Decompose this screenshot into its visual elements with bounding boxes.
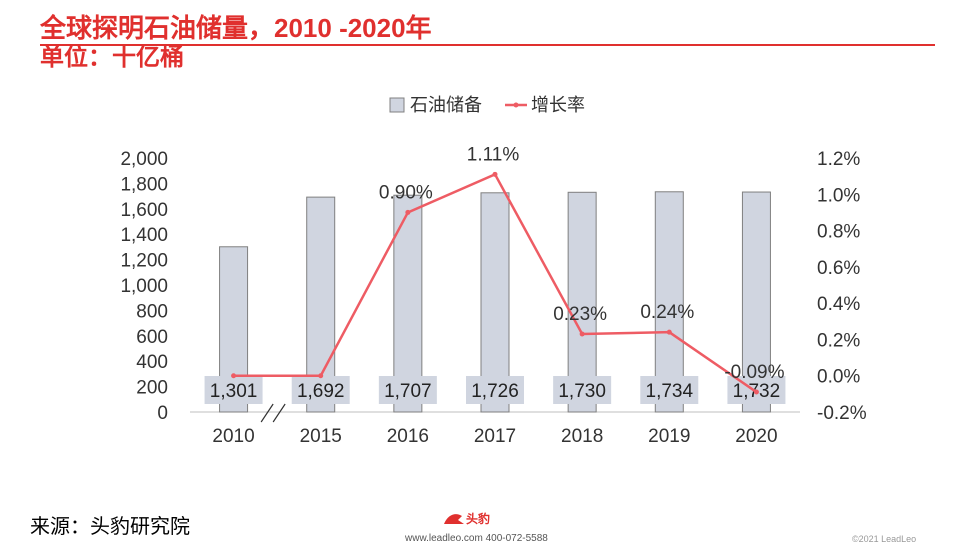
line-point — [492, 171, 498, 177]
legend-label-line: 增长率 — [531, 95, 585, 115]
bar-label-box — [378, 376, 437, 404]
contact-info: www.leadleo.com 400-072-5588 — [405, 533, 548, 544]
title-block: 全球探明石油储量，2010 -2020年 单位：十亿桶 — [40, 12, 432, 72]
bar-label-box — [640, 376, 699, 404]
y-left-tick-label: 2,000 — [120, 149, 168, 170]
y-right-tick-label: 0.4% — [817, 294, 860, 315]
x-tick-label: 2010 — [212, 426, 254, 447]
x-axis: 2010 2015 2016 2017 2018 2019 2020 — [190, 403, 800, 447]
chart-legend: 石油储备 增长率 — [389, 95, 585, 115]
y-right-tick-label: 0.8% — [817, 222, 860, 243]
line-series — [231, 171, 759, 395]
line-value-labels: 0.90% 1.11% 0.23% 0.24% -0.09% — [379, 144, 785, 383]
y-left-tick-label: 800 — [136, 301, 168, 322]
y-right-tick-label: -0.2% — [817, 403, 867, 424]
line-point — [231, 373, 237, 379]
y-right-tick-label: 1.2% — [817, 149, 860, 170]
y-left-tick-label: 0 — [157, 403, 168, 424]
y-left-tick-label: 400 — [136, 352, 168, 373]
y-left-tick-label: 1,400 — [120, 225, 168, 246]
line-value-label: 0.90% — [379, 182, 433, 203]
bar-value-label: 1,726 — [471, 381, 519, 402]
y-left-tick-label: 1,000 — [120, 276, 168, 297]
line-value-label: 1.11% — [467, 144, 520, 165]
y-right-tick-label: 0.2% — [817, 330, 860, 351]
line-point — [318, 373, 324, 379]
legend-label-bar: 石油储备 — [410, 95, 482, 115]
y-left-tick-label: 1,800 — [120, 174, 168, 195]
bar — [741, 191, 771, 413]
x-tick-label: 2019 — [648, 426, 690, 447]
title-underline — [40, 44, 935, 46]
bar — [480, 192, 510, 413]
bar-value-label: 1,707 — [384, 381, 432, 402]
legend-swatch-bar — [389, 97, 405, 113]
leadleo-logo: 头豹 — [440, 508, 500, 530]
reserves-chart: 石油储备 增长率 2,000 1,800 1,600 1,400 1,200 1,000 80… — [120, 95, 867, 447]
x-tick-label: 2017 — [474, 426, 516, 447]
x-tick-label: 2018 — [561, 426, 603, 447]
bar-value-label: 1,734 — [646, 381, 694, 402]
legend-marker-line — [513, 102, 519, 108]
y-right-tick-label: 0.0% — [817, 367, 860, 388]
line-point — [405, 209, 411, 215]
page-subtitle: 单位：十亿桶 — [40, 44, 184, 71]
y-right-tick-label: 1.0% — [817, 185, 860, 206]
line-value-label: 0.23% — [553, 304, 607, 325]
copyright: ©2021 LeadLeo — [852, 534, 917, 544]
x-tick-label: 2015 — [300, 426, 342, 447]
y-axis-right: 1.2% 1.0% 0.8% 0.6% 0.4% 0.2% 0.0% -0.2% — [817, 149, 867, 424]
axis-break-mark — [272, 403, 286, 423]
bar-label-box — [204, 376, 263, 404]
bar-value-label: 1,301 — [210, 381, 258, 402]
page-title: 全球探明石油储量，2010 -2020年 — [40, 13, 432, 43]
bar-value-label: 1,692 — [297, 381, 345, 402]
source-note: 来源：头豹研究院 — [30, 516, 190, 538]
bar — [654, 191, 684, 413]
y-left-tick-label: 200 — [136, 378, 168, 399]
bar-label-box — [291, 376, 350, 404]
y-left-tick-label: 600 — [136, 327, 168, 348]
y-right-tick-label: 0.6% — [817, 258, 860, 279]
bar — [567, 191, 597, 413]
y-axis-left: 2,000 1,800 1,600 1,400 1,200 1,000 800 600 400 2… — [120, 149, 168, 424]
y-left-tick-label: 1,200 — [120, 251, 168, 272]
line-point — [666, 329, 672, 335]
axis-break-mark — [260, 403, 274, 423]
bar-value-label: 1,730 — [558, 381, 606, 402]
y-left-tick-label: 1,600 — [120, 200, 168, 221]
line-value-label: -0.09% — [724, 362, 784, 383]
logo-text: 头豹 — [466, 511, 490, 526]
line-point — [753, 389, 759, 395]
x-tick-label: 2016 — [387, 426, 429, 447]
bar-label-box — [466, 376, 524, 404]
line-value-label: 0.24% — [640, 302, 694, 323]
line-point — [579, 331, 585, 337]
bar-label-box — [553, 376, 612, 404]
x-tick-label: 2020 — [735, 426, 777, 447]
